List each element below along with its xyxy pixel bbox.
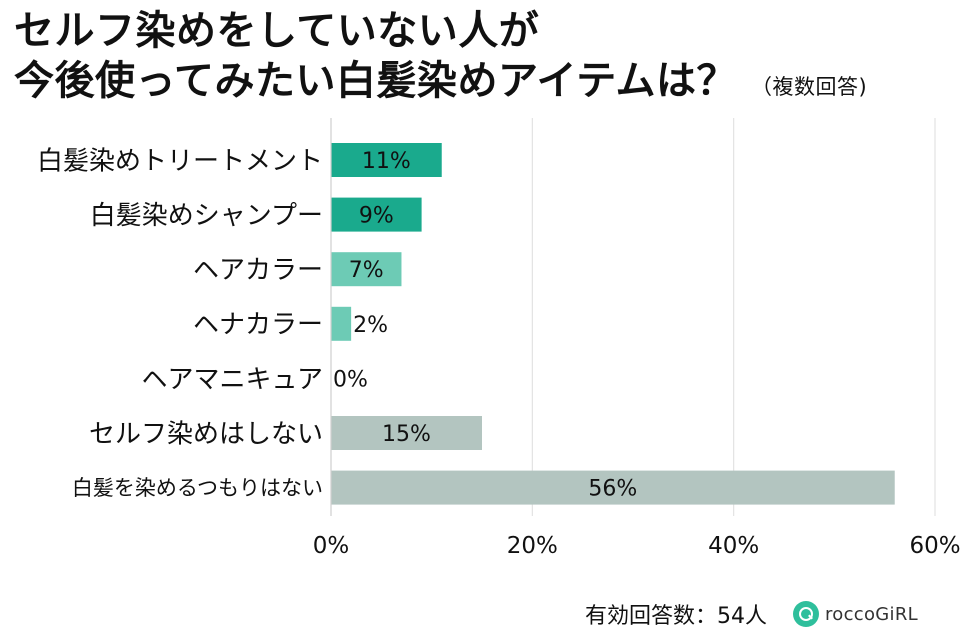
title-note: （複数回答) [751, 75, 868, 99]
brand-name: roccoGiRL [824, 603, 918, 625]
brand-logo: roccoGiRL [792, 601, 918, 627]
bar-6 [331, 470, 895, 505]
data-label-5: 15% [382, 422, 431, 447]
data-label-6: 56% [588, 477, 637, 502]
data-label-4: 0% [333, 367, 368, 392]
title-line-1: セルフ染めをしていない人が [14, 8, 540, 54]
category-label-2: ヘアカラー [193, 256, 323, 286]
brand-logo-icon [792, 601, 819, 627]
title-line-2-text: 今後使ってみたい白髪染めアイテムは？ [14, 58, 737, 104]
data-label-1: 9% [359, 204, 394, 229]
category-label-0: 白髪染めトリートメント [37, 146, 323, 176]
footer: 有効回答数：54人 roccoGiRL [585, 598, 918, 630]
respondent-count: 有効回答数：54人 [584, 604, 767, 629]
x-tick-label-2: 40% [708, 533, 759, 559]
category-label-3: ヘナカラー [193, 310, 323, 340]
bar-5 [331, 416, 482, 450]
bar-1 [331, 197, 422, 232]
category-label-4: ヘアマニキュア [142, 365, 323, 395]
chart-title: セルフ染めをしていない人が 今後使ってみたい白髪染めアイテムは？ （複数回答) [14, 6, 867, 112]
x-tick-label-0: 0% [313, 533, 350, 559]
bar-2 [331, 252, 402, 287]
bar-3 [331, 306, 352, 341]
data-label-3: 2% [353, 313, 388, 338]
data-label-0: 11% [362, 149, 411, 174]
x-tick-label-1: 20% [507, 533, 558, 559]
bar-0 [331, 143, 442, 177]
data-label-2: 7% [349, 258, 384, 283]
title-line-2: 今後使ってみたい白髪染めアイテムは？ （複数回答) [14, 56, 867, 112]
category-label-5: セルフ染めはしない [89, 419, 323, 449]
category-label-6: 白髪を染めるつもりはない [72, 476, 323, 500]
x-tick-label-3: 60% [909, 533, 960, 559]
category-label-1: 白髪染めシャンプー [90, 201, 323, 231]
